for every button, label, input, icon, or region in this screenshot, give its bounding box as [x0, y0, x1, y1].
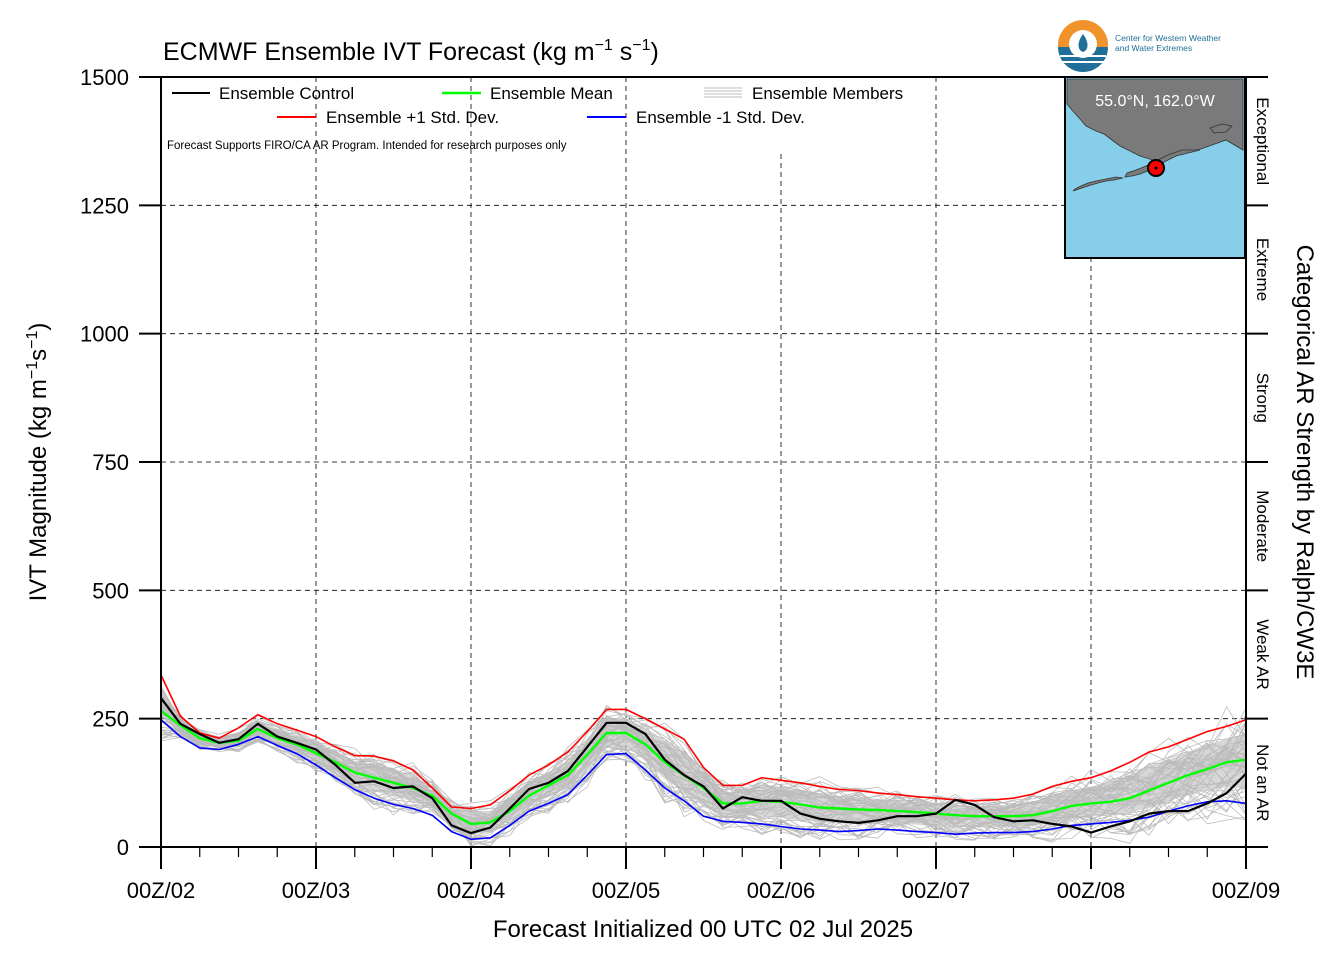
- series-group: [160, 674, 1247, 841]
- category-label: Exceptional: [1253, 97, 1272, 185]
- category-label: Extreme: [1253, 238, 1272, 301]
- legend-mean-label: Ensemble Mean: [490, 84, 613, 103]
- ensemble-member-line: [160, 707, 1247, 825]
- inset-land-islands: [1072, 176, 1124, 192]
- legend-minus-std-label: Ensemble -1 Std. Dev.: [636, 108, 805, 127]
- y-tick-label: 500: [92, 578, 129, 603]
- y-tick-label: 250: [92, 707, 129, 732]
- category-label: Weak AR: [1253, 619, 1272, 690]
- legend-control-label: Ensemble Control: [219, 84, 354, 103]
- category-label: Moderate: [1253, 490, 1272, 562]
- x-axis-label: Forecast Initialized 00 UTC 02 Jul 2025: [493, 916, 913, 943]
- ensemble-member-line: [160, 727, 1247, 837]
- ensemble-control-line: [160, 697, 1247, 835]
- ensemble-member-line: [160, 706, 1247, 816]
- ensemble-member-line: [160, 685, 1247, 814]
- cw3e-logo: Center for Western Weather and Water Ext…: [1058, 20, 1221, 72]
- ensemble-member-line: [160, 705, 1247, 820]
- legend-members-swatch: [704, 87, 742, 98]
- category-label: Strong: [1253, 373, 1272, 423]
- location-inset-map: 55.0°N, 162.0°W: [1064, 76, 1246, 259]
- x-tick-label: 00Z/06: [747, 878, 816, 903]
- inset-land-peninsula: [1124, 149, 1201, 178]
- y-tick-label: 0: [117, 835, 129, 860]
- x-tick-label: 00Z/02: [127, 878, 196, 903]
- y-tick-label: 1250: [80, 193, 129, 218]
- inset-land-island-east: [1209, 123, 1233, 134]
- ensemble-member-line: [160, 704, 1247, 823]
- logo-line-2: and Water Extremes: [1115, 43, 1192, 53]
- ensemble-members-group: [160, 685, 1247, 847]
- x-axis: 00Z/02 00Z/03 00Z/04 00Z/05 00Z/06 00Z/07 00Z/…: [127, 847, 1281, 903]
- x-tick-label: 00Z/03: [282, 878, 351, 903]
- x-tick-label: 00Z/08: [1057, 878, 1126, 903]
- plus-std-line: [160, 674, 1247, 810]
- legend-plus-std-label: Ensemble +1 Std. Dev.: [326, 108, 499, 127]
- y-axis-label: IVT Magnitude (kg m−1s−1): [24, 323, 52, 602]
- inset-location-label: 55.0°N, 162.0°W: [1095, 93, 1215, 110]
- legend-members-label: Ensemble Members: [752, 84, 903, 103]
- x-tick-label: 00Z/09: [1212, 878, 1281, 903]
- location-marker-dot-icon: [1154, 166, 1158, 170]
- logo-wave-icon: [1058, 47, 1108, 72]
- logo-line-1: Center for Western Weather: [1115, 33, 1221, 43]
- right-axis-label: Categorical AR Strength by Ralph/CW3E: [1291, 245, 1318, 680]
- ensemble-member-line: [160, 729, 1247, 840]
- y-tick-label: 1000: [80, 322, 129, 347]
- x-tick-label: 00Z/04: [437, 878, 506, 903]
- chart-title: ECMWF Ensemble IVT Forecast (kg m−1 s−1): [163, 37, 659, 66]
- y-axis: 0 250 500 750 1000 1250 1500: [80, 65, 162, 860]
- ensemble-member-line: [160, 726, 1247, 847]
- ensemble-member-line: [160, 698, 1247, 815]
- x-tick-label: 00Z/05: [592, 878, 661, 903]
- y-tick-label: 1500: [80, 65, 129, 90]
- category-label: Not an AR: [1253, 744, 1272, 822]
- y-tick-label: 750: [92, 450, 129, 475]
- x-tick-label: 00Z/07: [902, 878, 971, 903]
- ensemble-member-line: [160, 730, 1247, 847]
- ensemble-member-line: [160, 731, 1247, 836]
- category-axis: Not an AR Weak AR Moderate Strong Extreme Exc…: [1246, 76, 1272, 848]
- research-note: Forecast Supports FIRO/CA AR Program. In…: [167, 140, 567, 152]
- logo-drop-icon: [1078, 34, 1088, 52]
- legend: Ensemble Control Ensemble Mean Ensemble …: [167, 84, 903, 152]
- inset-land-mainland: [1066, 78, 1244, 164]
